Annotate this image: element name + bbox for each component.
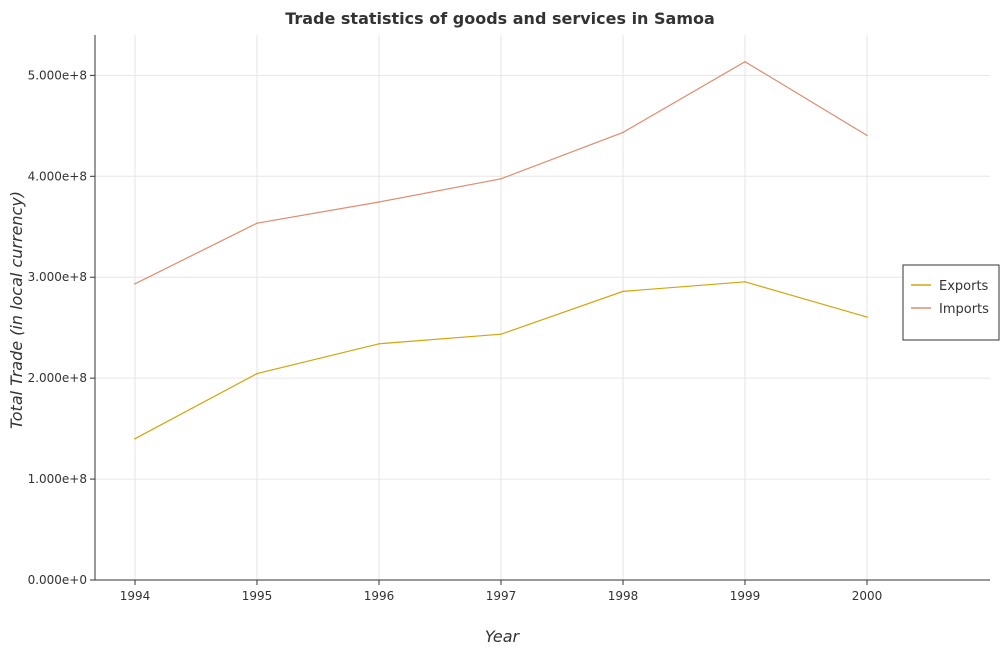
x-tick-label: 2000	[852, 589, 883, 603]
data-point-imports	[378, 201, 380, 203]
data-point-exports	[866, 316, 868, 318]
data-point-exports	[622, 290, 624, 293]
x-tick-label: 1995	[242, 589, 273, 603]
data-point-imports	[622, 131, 624, 134]
series-lines	[134, 60, 868, 440]
x-tick-label: 1997	[486, 589, 517, 603]
y-tick-label: 5.000e+8	[28, 68, 87, 82]
x-axis-title: Year	[485, 627, 521, 646]
grid	[95, 35, 990, 581]
y-tick-label: 2.000e+8	[28, 371, 87, 385]
x-tick-label: 1999	[730, 589, 761, 603]
legend-box	[902, 264, 1000, 341]
y-axis-title: Total Trade (in local currency)	[7, 191, 26, 429]
data-point-imports	[744, 60, 746, 63]
y-tick-label: 1.000e+8	[28, 472, 87, 486]
y-tick-label: 4.000e+8	[28, 169, 87, 183]
data-point-exports	[500, 333, 502, 336]
data-point-exports	[134, 437, 136, 440]
chart-title: Trade statistics of goods and services i…	[285, 9, 715, 28]
data-point-imports	[866, 134, 868, 137]
data-point-imports	[500, 178, 502, 180]
data-point-exports	[378, 343, 380, 345]
legend-label-imports: Imports	[939, 302, 989, 317]
data-point-exports	[744, 280, 746, 283]
data-point-imports	[256, 222, 258, 225]
data-point-exports	[256, 372, 258, 375]
axes: 1994 1995 1996 1997 1998 1999 2000 0.000e+0 1.00…	[28, 35, 990, 603]
x-tick-label: 1998	[608, 589, 639, 603]
x-tick-label: 1994	[120, 589, 151, 603]
legend: Exports Imports	[902, 264, 1000, 341]
y-tick-label: 3.000e+8	[28, 270, 87, 284]
data-point-imports	[134, 282, 136, 285]
y-tick-label: 0.000e+0	[28, 573, 87, 587]
legend-label-exports: Exports	[939, 279, 989, 294]
x-tick-label: 1996	[364, 589, 395, 603]
